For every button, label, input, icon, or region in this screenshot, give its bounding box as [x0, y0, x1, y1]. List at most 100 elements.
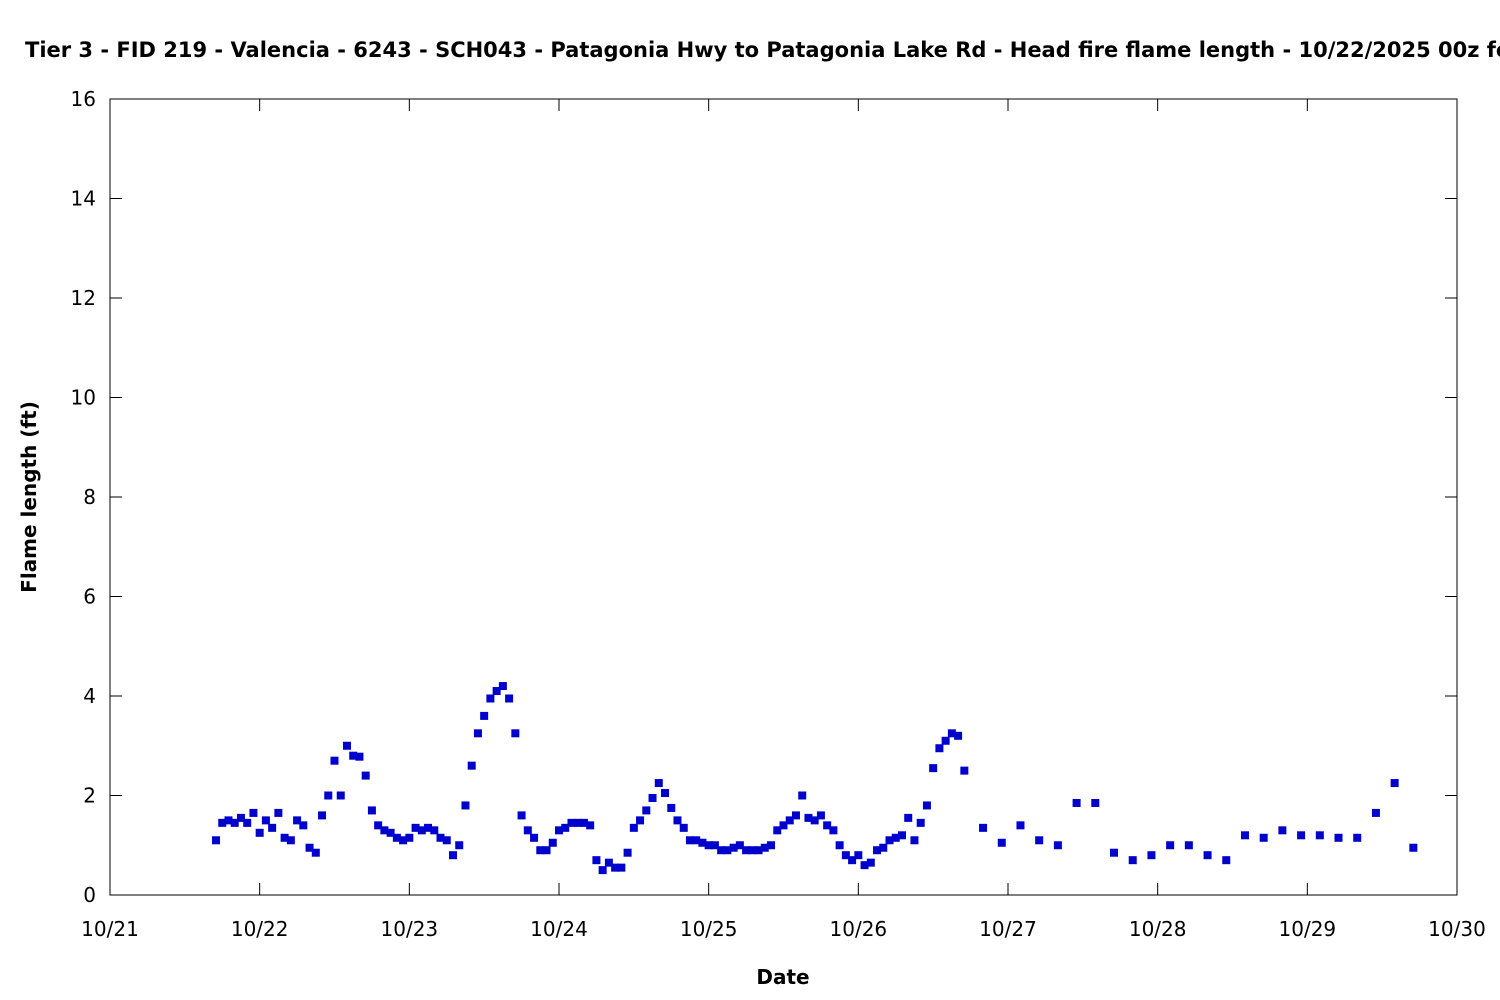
x-tick-label: 10/26 — [830, 917, 888, 941]
y-tick-label: 12 — [71, 286, 96, 310]
data-point — [841, 851, 850, 860]
data-point — [1297, 831, 1306, 840]
data-point — [935, 744, 944, 753]
data-point — [361, 771, 370, 780]
data-point — [891, 833, 900, 842]
data-point — [704, 841, 713, 850]
data-point — [268, 823, 277, 832]
data-point — [960, 766, 969, 775]
data-point — [910, 836, 919, 845]
data-point — [224, 816, 233, 825]
data-point — [617, 863, 626, 872]
data-point — [729, 843, 738, 852]
data-point — [941, 736, 950, 745]
data-point — [897, 831, 906, 840]
data-point — [604, 858, 613, 867]
data-point — [555, 826, 563, 835]
data-point — [1371, 808, 1380, 817]
data-point — [997, 838, 1006, 847]
data-point — [1222, 856, 1231, 865]
data-point — [698, 838, 707, 847]
y-axis-label: Flame length (ft) — [17, 401, 41, 593]
data-point — [717, 846, 726, 855]
data-point — [212, 836, 221, 845]
data-point — [218, 818, 227, 827]
data-point — [854, 851, 863, 860]
data-point — [473, 729, 482, 738]
data-point — [567, 818, 576, 827]
data-point — [636, 816, 645, 825]
data-point — [767, 841, 776, 850]
data-point — [1390, 779, 1399, 788]
y-tick-label: 0 — [83, 883, 96, 907]
data-point — [374, 821, 383, 830]
data-point — [511, 729, 520, 738]
data-point — [598, 866, 607, 875]
data-point — [798, 791, 807, 800]
data-point — [492, 687, 501, 696]
data-point — [548, 838, 557, 847]
y-tick-label: 16 — [71, 87, 96, 111]
data-point — [779, 821, 788, 830]
data-point — [542, 846, 551, 855]
data-point — [754, 846, 763, 855]
data-point — [1072, 798, 1081, 807]
data-point — [916, 818, 925, 827]
data-point — [386, 828, 395, 837]
data-point — [498, 682, 507, 691]
x-tick-label: 10/24 — [530, 917, 588, 941]
x-tick-label: 10/25 — [680, 917, 738, 941]
data-point — [592, 856, 601, 865]
data-point — [461, 801, 470, 810]
data-point — [505, 694, 514, 703]
data-point — [536, 846, 545, 855]
x-tick-label: 10/23 — [381, 917, 439, 941]
data-point — [318, 811, 327, 820]
data-point — [392, 833, 401, 842]
data-point — [523, 826, 532, 835]
data-point — [623, 848, 632, 857]
data-point — [243, 818, 252, 827]
data-point — [530, 833, 539, 842]
x-tick-label: 10/28 — [1129, 917, 1187, 941]
data-point — [785, 816, 794, 825]
data-point — [467, 761, 476, 770]
data-point — [1016, 821, 1025, 830]
data-point — [399, 836, 408, 845]
data-point — [1147, 851, 1156, 860]
data-point — [661, 789, 670, 798]
data-point — [324, 791, 333, 800]
data-point — [405, 833, 414, 842]
data-point — [299, 821, 308, 830]
data-point — [879, 843, 888, 852]
data-point — [355, 752, 364, 761]
data-point — [586, 821, 595, 830]
data-point — [380, 826, 389, 835]
data-point — [573, 818, 582, 827]
data-point — [1409, 843, 1418, 852]
data-point — [947, 729, 956, 738]
data-point — [1353, 833, 1362, 842]
plot-frame — [109, 98, 1458, 896]
data-point — [336, 791, 345, 800]
data-point — [922, 801, 931, 810]
data-point — [735, 841, 744, 850]
data-point — [1091, 798, 1100, 807]
data-point — [673, 816, 682, 825]
data-point — [860, 861, 869, 870]
data-point — [829, 826, 838, 835]
data-point — [1259, 833, 1268, 842]
data-point — [1035, 836, 1044, 845]
y-axis: 0 2 4 6 8 10 12 14 16 — [71, 87, 1457, 907]
chart-title: Tier 3 - FID 219 - Valencia - 6243 - SCH… — [25, 38, 1500, 62]
data-point — [561, 823, 570, 832]
x-tick-label: 10/27 — [979, 917, 1037, 941]
x-axis: 10/21 10/22 10/23 10/24 10/25 10/26 10/27 10/28… — [81, 99, 1486, 941]
y-tick-label: 10 — [71, 386, 96, 410]
data-point — [1315, 831, 1324, 840]
data-point — [929, 764, 938, 773]
data-point — [723, 846, 732, 855]
x-tick-label: 10/30 — [1428, 917, 1486, 941]
data-point — [342, 741, 351, 750]
